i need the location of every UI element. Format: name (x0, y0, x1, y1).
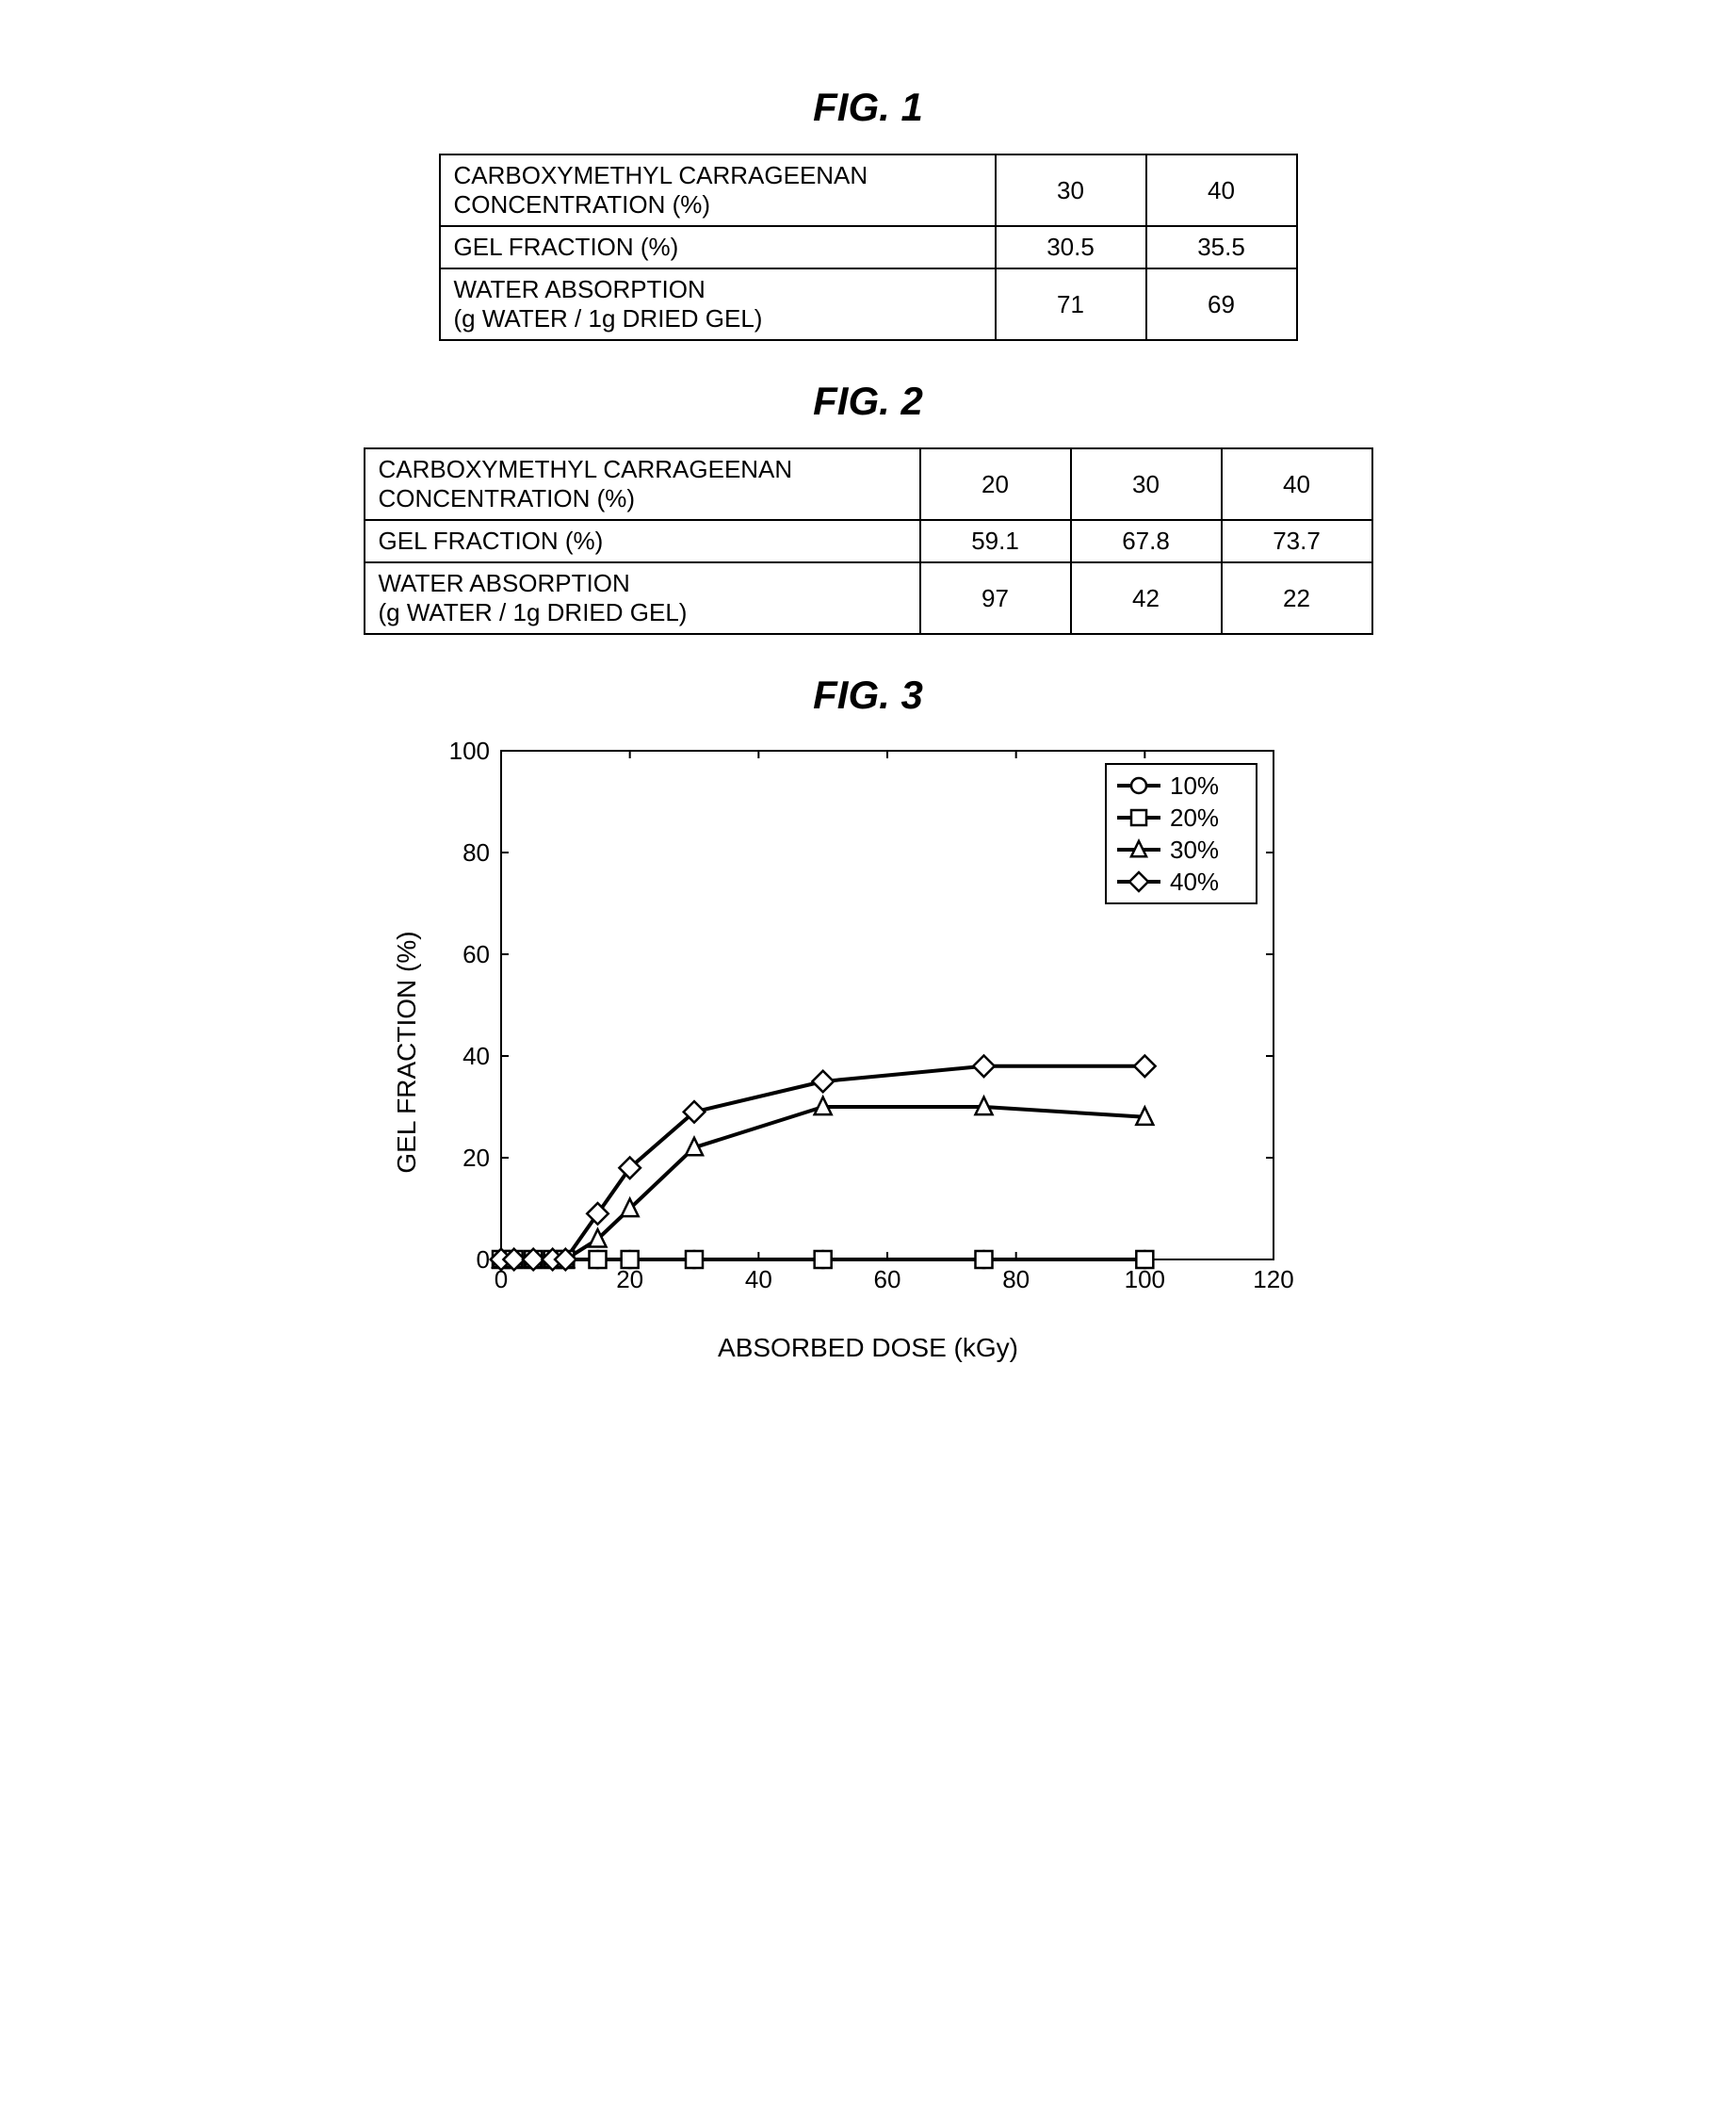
cell-value: 20 (920, 448, 1071, 520)
svg-text:80: 80 (1002, 1265, 1030, 1293)
cell-value: 40 (1222, 448, 1372, 520)
cell-value: 30 (996, 154, 1146, 226)
cell-value: 59.1 (920, 520, 1071, 562)
cell-value: 67.8 (1071, 520, 1222, 562)
svg-text:60: 60 (462, 940, 490, 968)
table-row: WATER ABSORPTION(g WATER / 1g DRIED GEL)… (365, 562, 1372, 634)
cell-value: 73.7 (1222, 520, 1372, 562)
row-label: WATER ABSORPTION(g WATER / 1g DRIED GEL) (440, 268, 996, 340)
row-label: CARBOXYMETHYL CARRAGEENANCONCENTRATION (… (365, 448, 920, 520)
svg-text:80: 80 (462, 838, 490, 867)
row-label: CARBOXYMETHYL CARRAGEENANCONCENTRATION (… (440, 154, 996, 226)
cell-value: 42 (1071, 562, 1222, 634)
svg-text:40: 40 (462, 1042, 490, 1070)
fig3-title: FIG. 3 (75, 673, 1661, 718)
table-row: CARBOXYMETHYL CARRAGEENANCONCENTRATION (… (440, 154, 1297, 226)
cell-value: 97 (920, 562, 1071, 634)
row-label: GEL FRACTION (%) (440, 226, 996, 268)
svg-text:100: 100 (1124, 1265, 1164, 1293)
cell-value: 40 (1146, 154, 1297, 226)
row-label: GEL FRACTION (%) (365, 520, 920, 562)
cell-value: 22 (1222, 562, 1372, 634)
cell-value: 69 (1146, 268, 1297, 340)
svg-text:40%: 40% (1170, 868, 1219, 896)
cell-value: 30 (1071, 448, 1222, 520)
svg-text:30%: 30% (1170, 836, 1219, 864)
table-row: CARBOXYMETHYL CARRAGEENANCONCENTRATION (… (365, 448, 1372, 520)
cell-value: 35.5 (1146, 226, 1297, 268)
table-row: GEL FRACTION (%)59.167.873.7 (365, 520, 1372, 562)
svg-text:40: 40 (744, 1265, 771, 1293)
table-row: GEL FRACTION (%)30.535.5 (440, 226, 1297, 268)
svg-text:20: 20 (616, 1265, 643, 1293)
fig3-plot-area: 02040608010012002040608010010%20%30%40% (416, 741, 1321, 1325)
svg-text:0: 0 (476, 1245, 489, 1274)
fig1-table: CARBOXYMETHYL CARRAGEENANCONCENTRATION (… (439, 154, 1298, 341)
svg-text:20%: 20% (1170, 804, 1219, 832)
cell-value: 71 (996, 268, 1146, 340)
fig1-title: FIG. 1 (75, 85, 1661, 130)
svg-text:60: 60 (873, 1265, 900, 1293)
cell-value: 30.5 (996, 226, 1146, 268)
fig3-ylabel: GEL FRACTION (%) (392, 931, 422, 1173)
row-label: WATER ABSORPTION(g WATER / 1g DRIED GEL) (365, 562, 920, 634)
fig3-chart: GEL FRACTION (%) 02040608010012002040608… (416, 741, 1321, 1363)
fig2-title: FIG. 2 (75, 379, 1661, 424)
fig3-xlabel: ABSORBED DOSE (kGy) (416, 1333, 1321, 1363)
svg-text:20: 20 (462, 1144, 490, 1172)
table-row: WATER ABSORPTION(g WATER / 1g DRIED GEL)… (440, 268, 1297, 340)
fig2-table: CARBOXYMETHYL CARRAGEENANCONCENTRATION (… (364, 447, 1373, 635)
svg-text:120: 120 (1253, 1265, 1293, 1293)
svg-text:100: 100 (448, 741, 489, 765)
svg-text:10%: 10% (1170, 772, 1219, 800)
